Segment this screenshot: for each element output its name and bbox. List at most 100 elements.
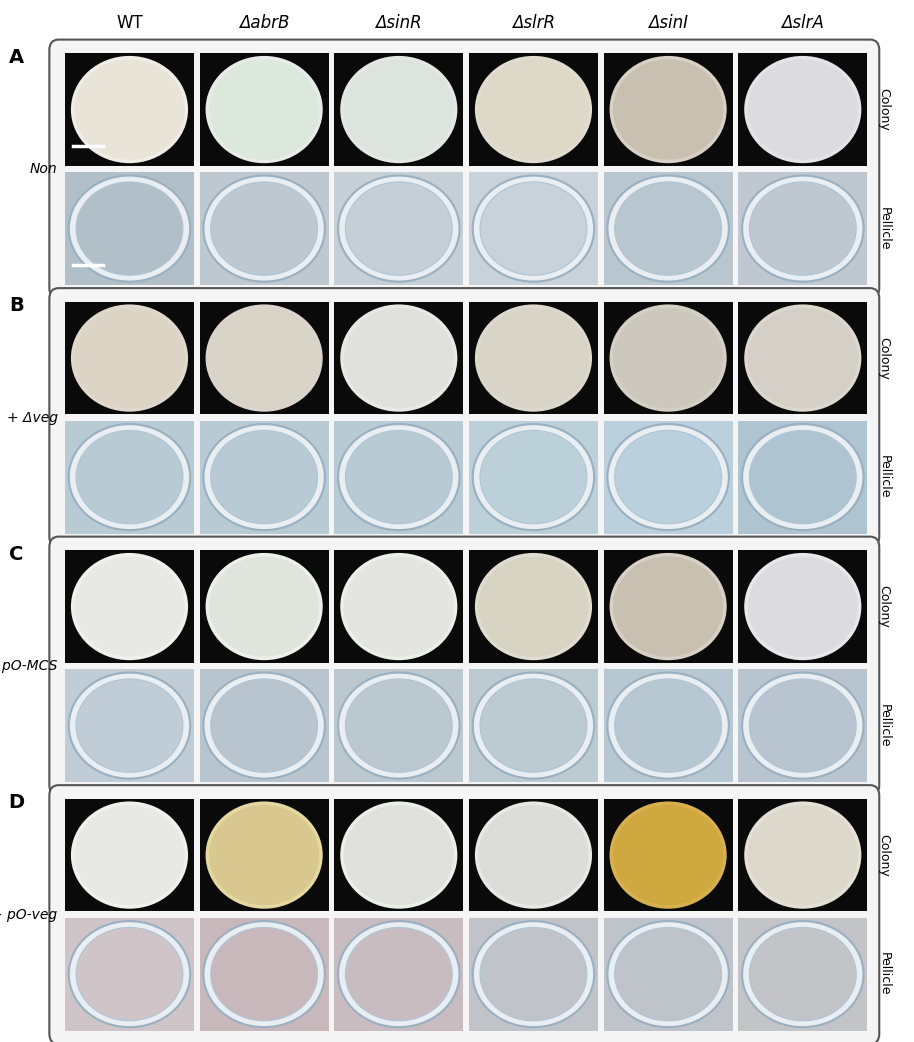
Text: Pellicle: Pellicle: [877, 207, 890, 250]
Bar: [469, 302, 598, 415]
Ellipse shape: [338, 921, 460, 1027]
Ellipse shape: [69, 672, 190, 778]
Bar: [739, 172, 867, 284]
Ellipse shape: [76, 679, 183, 772]
Ellipse shape: [76, 927, 183, 1021]
Ellipse shape: [611, 554, 725, 659]
Ellipse shape: [72, 57, 186, 162]
Bar: [469, 53, 598, 166]
Ellipse shape: [742, 672, 864, 778]
Text: Pellicle: Pellicle: [877, 952, 890, 996]
Ellipse shape: [211, 182, 317, 275]
Ellipse shape: [204, 424, 324, 530]
FancyBboxPatch shape: [49, 40, 879, 299]
Bar: [739, 53, 867, 166]
Text: Colony: Colony: [877, 337, 890, 379]
Ellipse shape: [611, 57, 725, 162]
Bar: [469, 172, 598, 284]
Bar: [65, 669, 194, 782]
Text: ΔslrR: ΔslrR: [512, 14, 555, 31]
Bar: [199, 421, 329, 534]
Bar: [335, 798, 463, 912]
Ellipse shape: [749, 182, 856, 275]
Ellipse shape: [367, 83, 430, 135]
Ellipse shape: [338, 175, 460, 281]
Bar: [603, 53, 733, 166]
Ellipse shape: [480, 182, 587, 275]
Ellipse shape: [771, 83, 834, 135]
Ellipse shape: [233, 332, 295, 384]
Ellipse shape: [608, 424, 728, 530]
Ellipse shape: [476, 554, 590, 659]
Ellipse shape: [771, 580, 834, 632]
Ellipse shape: [502, 83, 565, 135]
Ellipse shape: [502, 829, 565, 882]
Bar: [603, 550, 733, 663]
Ellipse shape: [98, 829, 161, 882]
Ellipse shape: [746, 554, 860, 659]
Text: D: D: [8, 794, 25, 813]
Bar: [199, 798, 329, 912]
Bar: [603, 918, 733, 1031]
Ellipse shape: [608, 175, 728, 281]
Ellipse shape: [98, 83, 161, 135]
Ellipse shape: [608, 672, 728, 778]
Bar: [199, 302, 329, 415]
Bar: [335, 421, 463, 534]
Ellipse shape: [342, 554, 456, 659]
Ellipse shape: [211, 679, 317, 772]
Ellipse shape: [615, 430, 721, 524]
Ellipse shape: [746, 57, 860, 162]
Text: Colony: Colony: [877, 89, 890, 131]
Ellipse shape: [69, 921, 190, 1027]
Bar: [739, 302, 867, 415]
Bar: [65, 918, 194, 1031]
Ellipse shape: [473, 424, 594, 530]
Ellipse shape: [233, 580, 295, 632]
Ellipse shape: [611, 803, 725, 907]
Ellipse shape: [771, 829, 834, 882]
Ellipse shape: [342, 57, 456, 162]
Text: + pO-MCS: + pO-MCS: [0, 660, 58, 673]
Ellipse shape: [72, 554, 186, 659]
Ellipse shape: [746, 803, 860, 907]
Ellipse shape: [637, 83, 699, 135]
Bar: [469, 421, 598, 534]
Bar: [65, 798, 194, 912]
Ellipse shape: [473, 672, 594, 778]
Ellipse shape: [342, 306, 456, 410]
Bar: [65, 302, 194, 415]
Ellipse shape: [72, 306, 186, 410]
Bar: [199, 669, 329, 782]
Bar: [739, 918, 867, 1031]
Ellipse shape: [367, 580, 430, 632]
Text: ΔslrA: ΔslrA: [781, 14, 824, 31]
Text: Pellicle: Pellicle: [877, 455, 890, 499]
Ellipse shape: [207, 554, 321, 659]
Ellipse shape: [637, 580, 699, 632]
Text: Colony: Colony: [877, 834, 890, 876]
FancyBboxPatch shape: [49, 786, 879, 1042]
Ellipse shape: [207, 306, 321, 410]
Ellipse shape: [207, 57, 321, 162]
Bar: [335, 53, 463, 166]
Text: ΔsinI: ΔsinI: [648, 14, 688, 31]
Bar: [335, 172, 463, 284]
Ellipse shape: [615, 679, 721, 772]
Ellipse shape: [615, 182, 721, 275]
Ellipse shape: [771, 332, 834, 384]
Ellipse shape: [742, 921, 864, 1027]
Bar: [469, 550, 598, 663]
Ellipse shape: [749, 430, 856, 524]
Ellipse shape: [742, 175, 864, 281]
Bar: [335, 302, 463, 415]
Bar: [335, 918, 463, 1031]
Text: Non: Non: [30, 163, 58, 176]
Ellipse shape: [211, 927, 317, 1021]
Bar: [603, 798, 733, 912]
Text: WT: WT: [116, 14, 143, 31]
Ellipse shape: [611, 306, 725, 410]
Ellipse shape: [608, 921, 728, 1027]
Ellipse shape: [345, 679, 452, 772]
Bar: [739, 669, 867, 782]
